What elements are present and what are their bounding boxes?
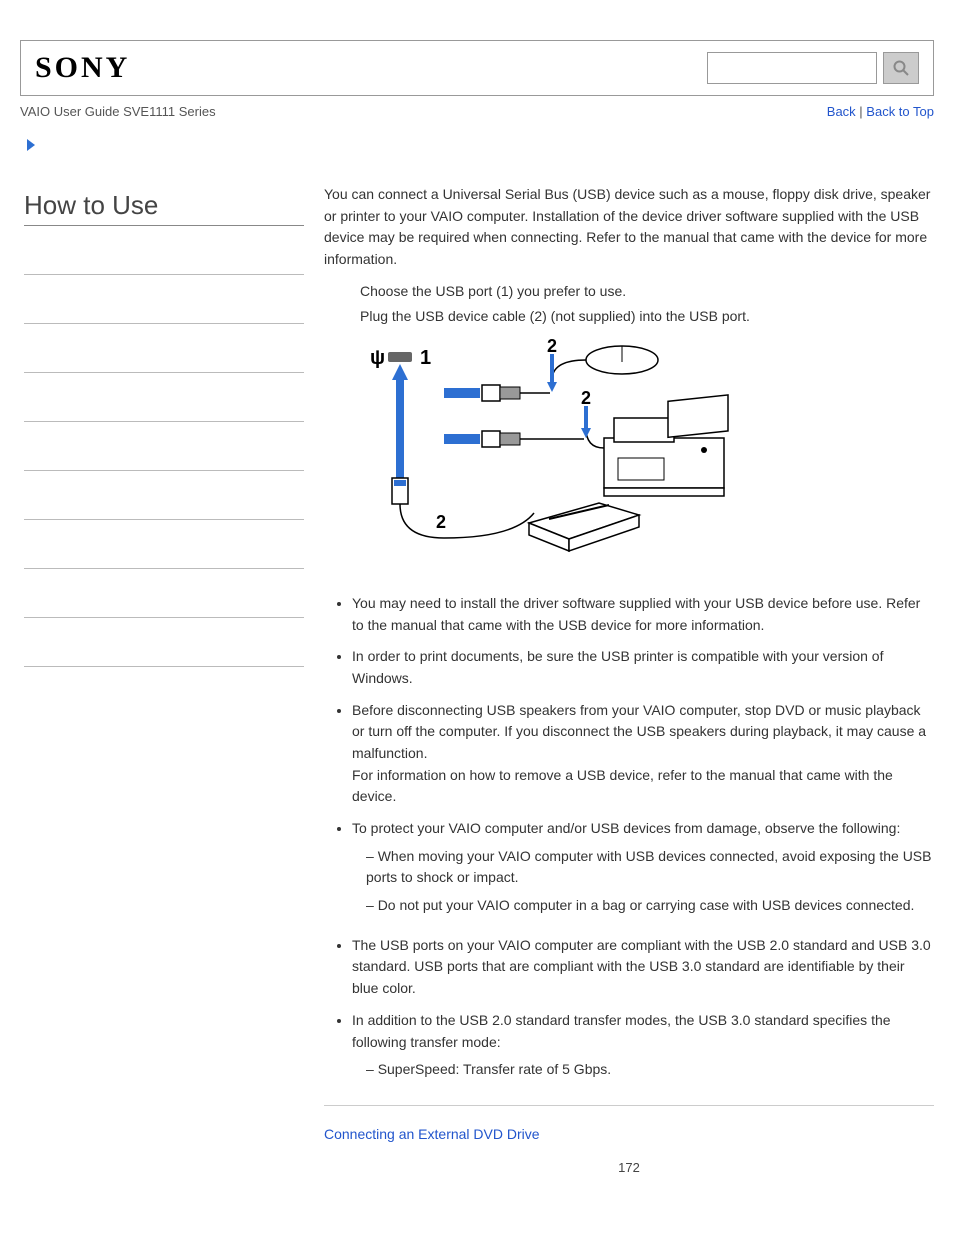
back-to-top-link[interactable]: Back to Top (866, 104, 934, 119)
content: You can connect a Universal Serial Bus (… (324, 166, 934, 1198)
nav-separator: | (856, 104, 867, 119)
search-button[interactable] (883, 52, 919, 84)
sidebar-title: How to Use (24, 190, 304, 226)
note-item: You may need to install the driver softw… (352, 593, 934, 636)
note-subitem: Do not put your VAIO computer in a bag o… (366, 895, 934, 917)
step-2: Plug the USB device cable (2) (not suppl… (360, 306, 934, 328)
header-bar: SONY (20, 40, 934, 96)
note-item: In addition to the USB 2.0 standard tran… (352, 1010, 934, 1081)
sidebar-divider (24, 421, 304, 422)
svg-text:ψ: ψ (370, 347, 385, 369)
section-chevron-icon (24, 137, 954, 156)
back-link[interactable]: Back (827, 104, 856, 119)
svg-text:1: 1 (420, 347, 431, 369)
page-number: 172 (324, 1158, 934, 1178)
notes-list-1: You may need to install the driver softw… (324, 593, 934, 917)
sidebar-divider (24, 666, 304, 667)
notes-list-2: The USB ports on your VAIO computer are … (324, 935, 934, 1081)
sidebar-divider (24, 617, 304, 618)
svg-text:2: 2 (436, 512, 446, 532)
divider (324, 1105, 934, 1106)
note-item: In order to print documents, be sure the… (352, 646, 934, 689)
magnifier-icon (892, 59, 910, 77)
nav-links: Back | Back to Top (827, 104, 934, 119)
sidebar-divider (24, 372, 304, 373)
breadcrumb: VAIO User Guide SVE1111 Series (20, 104, 216, 119)
sidebar: How to Use (24, 166, 324, 1198)
breadcrumb-row: VAIO User Guide SVE1111 Series Back | Ba… (20, 104, 934, 119)
sidebar-divider (24, 274, 304, 275)
note-item: The USB ports on your VAIO computer are … (352, 935, 934, 1000)
svg-text:2: 2 (547, 338, 557, 356)
usb-diagram: ψ 1 2 2 (354, 338, 934, 575)
sidebar-divider (24, 519, 304, 520)
step-1: Choose the USB port (1) you prefer to us… (360, 281, 934, 303)
note-item: To protect your VAIO computer and/or USB… (352, 818, 934, 917)
steps: Choose the USB port (1) you prefer to us… (360, 281, 934, 328)
sidebar-divider (24, 323, 304, 324)
related-link[interactable]: Connecting an External DVD Drive (324, 1126, 540, 1142)
intro-paragraph: You can connect a Universal Serial Bus (… (324, 184, 934, 271)
sony-logo: SONY (35, 51, 130, 85)
note-subitem: When moving your VAIO computer with USB … (366, 846, 934, 889)
search-input[interactable] (707, 52, 877, 84)
note-subitem: SuperSpeed: Transfer rate of 5 Gbps. (366, 1059, 934, 1081)
main-layout: How to Use You can connect a Universal S… (24, 166, 934, 1198)
search-group (707, 52, 919, 84)
note-item: Before disconnecting USB speakers from y… (352, 700, 934, 808)
svg-text:2: 2 (581, 388, 591, 408)
sidebar-divider (24, 568, 304, 569)
sidebar-divider (24, 470, 304, 471)
